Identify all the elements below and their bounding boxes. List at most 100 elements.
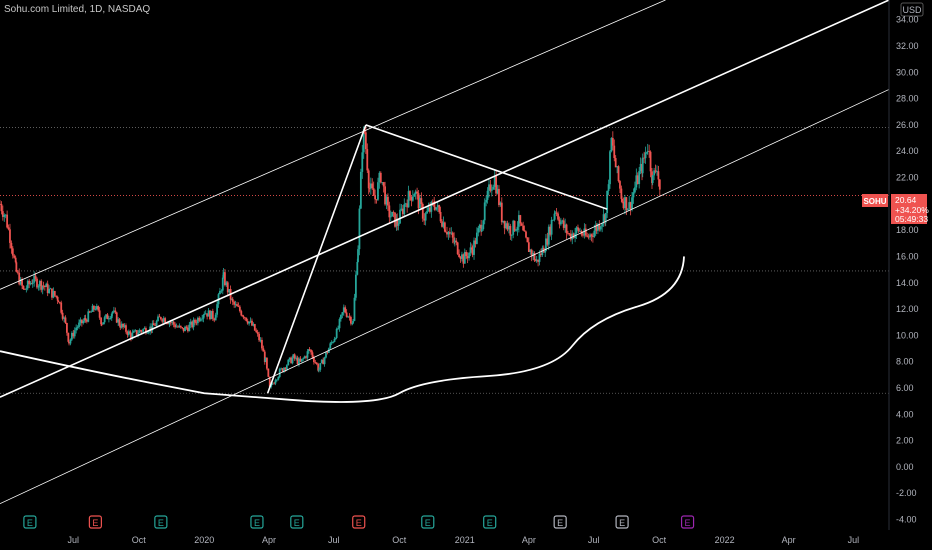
earnings-marker[interactable] [250,515,264,529]
candle-body [296,357,299,365]
earnings-marker[interactable] [23,515,37,529]
earnings-marker[interactable] [290,515,304,529]
candle-body [344,307,347,313]
candle-body [453,237,456,243]
candle-body [366,149,369,171]
candle-body [161,319,164,322]
candle-body [319,363,322,370]
candle-body [242,315,245,318]
candle-body [118,319,121,326]
candle-body [462,254,465,264]
candle-body [25,288,28,290]
candle-body [225,282,228,286]
y-tick-label: 16.00 [896,251,919,261]
candle-body [414,191,417,195]
candle-body [550,219,553,235]
candle-body [290,357,293,364]
candle-body [624,197,626,209]
earnings-marker[interactable] [352,515,366,529]
candle-body [201,318,204,320]
candle-body [241,315,244,317]
candle-body [147,331,150,333]
candle-body [34,275,37,279]
candle-body [622,201,625,209]
earnings-marker[interactable] [154,515,168,529]
last-price-value: 20.64 [895,195,917,205]
pitchfork-median-line[interactable] [0,0,890,398]
candle-body [653,170,656,176]
candle-body [631,197,633,209]
candle-body [359,171,362,209]
candle-body [584,228,587,236]
candle-body [430,201,433,212]
candle-body [58,302,61,304]
candle-body [381,182,384,183]
candle-body [211,310,214,319]
trendline[interactable] [365,124,608,210]
candle-body [167,323,169,325]
candle-body [480,229,483,232]
y-tick-label: 2.00 [896,436,914,446]
candle-body [106,314,109,320]
candle-body [97,306,100,311]
candle-body [0,203,1,205]
candle-body [643,157,646,159]
time-axis[interactable]: Jul Oct 2020 Apr Jul Oct 2021 Apr Jul Oct 2022 Apr J… [0,530,932,550]
candle-body [174,324,176,328]
candle-body [125,325,127,332]
earnings-marker[interactable] [421,515,435,529]
earnings-marker[interactable] [483,515,497,529]
candle-body [19,279,22,285]
candle-body [91,305,94,312]
candle-body [427,207,430,212]
candle-body [231,299,234,302]
candle-body [348,316,351,318]
candle-body [609,151,611,185]
pitchfork-handle-line[interactable] [266,124,367,394]
candle-body [586,235,589,237]
candle-body [493,175,496,187]
candle-body [202,314,205,319]
candle-body [337,328,339,330]
candle-body [354,274,357,298]
earnings-marker[interactable] [88,515,102,529]
candle-body [131,332,134,339]
candle-body [61,312,64,319]
drawings[interactable] [0,0,890,505]
candle-body [633,187,636,193]
earnings-marker[interactable] [615,515,629,529]
candle-body [67,332,70,342]
candle-body [220,290,223,292]
candle-body [267,368,270,377]
candle-body [478,224,481,229]
price-axis[interactable]: USD 34.00 32.00 30.00 28.00 26.00 24.00 22.00 2… [888,0,932,530]
candle-body [625,197,628,211]
candle-body [639,163,642,172]
candle-body [259,339,262,341]
pitchfork-lower-line[interactable] [0,89,890,505]
earnings-marker[interactable] [553,515,567,529]
candle-body [374,195,377,200]
candle-body [461,254,463,259]
candle-body [185,326,188,328]
candle-body [435,207,438,210]
pitchfork-upper-line[interactable] [0,0,666,290]
candle-body [599,226,602,230]
candle-body [238,306,241,312]
earnings-marker[interactable] [680,515,695,529]
candle-body [103,317,106,323]
candle-body [567,233,569,234]
candle-body [406,203,409,208]
y-tick-label: 24.00 [896,146,919,156]
candle-body [291,357,294,364]
y-tick-label: -4.00 [896,514,917,524]
currency-box[interactable] [900,2,924,17]
arc-curve[interactable] [0,256,685,403]
candle-body [587,236,590,238]
candle-body [326,352,329,353]
candle-body [657,171,660,180]
candle-body [100,317,102,325]
candle-body [137,333,139,335]
